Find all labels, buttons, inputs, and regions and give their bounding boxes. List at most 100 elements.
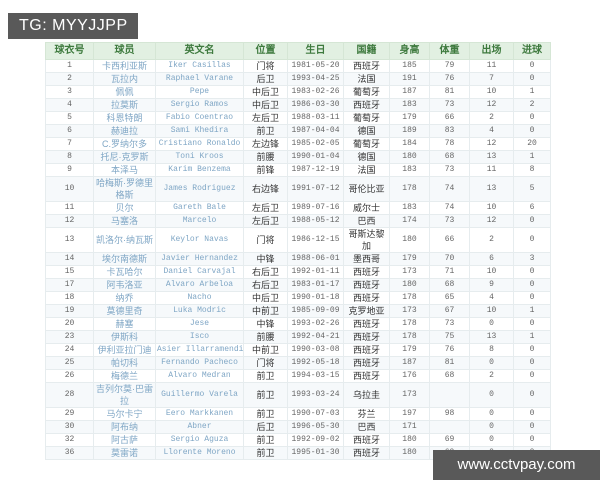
cell-player-name[interactable]: 梅德兰: [93, 369, 156, 383]
column-header-weight: 体重: [429, 42, 470, 60]
cell-goals: 0: [513, 343, 551, 357]
cell-nationality: 芬兰: [343, 407, 390, 421]
cell-player-name[interactable]: 佩佩: [93, 85, 156, 99]
cell-goals: 1: [513, 304, 551, 318]
column-header-position: 位置: [243, 42, 288, 60]
cell-english-name[interactable]: Nacho: [155, 291, 244, 305]
cell-player-name[interactable]: 凯洛尔·纳瓦斯: [93, 227, 156, 253]
cell-nationality: 西班牙: [343, 433, 390, 447]
player-row: 12 马塞洛 Marcelo 左后卫 1988-05-12 巴西 174 73 12 0: [45, 214, 551, 228]
cell-english-name[interactable]: Gareth Bale: [155, 201, 244, 215]
cell-english-name[interactable]: Sergio Ramos: [155, 98, 244, 112]
player-row: 28 吉列尔莫·巴雷拉 Guillermo Varela 前卫 1993-03-24 乌拉…: [45, 382, 551, 408]
cell-player-name[interactable]: 卡西利亚斯: [93, 59, 156, 73]
cell-appearances: 0: [469, 407, 514, 421]
cell-player-name[interactable]: 瓦拉内: [93, 72, 156, 86]
player-row: 23 伊斯科 Isco 前腰 1992-04-21 西班牙 178 75 13 1: [45, 330, 551, 344]
cell-english-name[interactable]: Keylor Navas: [155, 227, 244, 253]
cell-birthday: 1991-07-12: [287, 176, 344, 202]
cell-player-name[interactable]: 本泽马: [93, 163, 156, 177]
cell-english-name[interactable]: Eero Markkanen: [155, 407, 244, 421]
cell-position: 中锋: [243, 317, 288, 331]
cell-birthday: 1986-12-15: [287, 227, 344, 253]
cell-player-name[interactable]: C.罗纳尔多: [93, 137, 156, 151]
cell-player-name[interactable]: 阿布纳: [93, 420, 156, 434]
cell-player-name[interactable]: 埃尔南德斯: [93, 252, 156, 266]
player-row: 32 阿古萨 Sergio Aguza 前卫 1992-09-02 西班牙 180 69 0 0: [45, 433, 551, 447]
cell-english-name[interactable]: James Rodriguez: [155, 176, 244, 202]
cell-player-name[interactable]: 吉列尔莫·巴雷拉: [93, 382, 156, 408]
cell-height: 197: [389, 407, 430, 421]
cell-player-name[interactable]: 赫塞: [93, 317, 156, 331]
cell-english-name[interactable]: Guillermo Varela: [155, 382, 244, 408]
cell-weight: 73: [429, 214, 470, 228]
cell-jersey-number: 9: [45, 163, 94, 177]
cell-jersey-number: 4: [45, 98, 94, 112]
cell-goals: 0: [513, 369, 551, 383]
cell-appearances: 0: [469, 433, 514, 447]
cell-english-name[interactable]: Luka Modric: [155, 304, 244, 318]
cell-player-name[interactable]: 哈梅斯·罗德里格斯: [93, 176, 156, 202]
cell-player-name[interactable]: 贝尔: [93, 201, 156, 215]
cell-english-name[interactable]: Asier Illarramendi: [155, 343, 244, 357]
cell-english-name[interactable]: Isco: [155, 330, 244, 344]
cell-goals: 0: [513, 356, 551, 370]
cell-player-name[interactable]: 拉莫斯: [93, 98, 156, 112]
cell-english-name[interactable]: Sergio Aguza: [155, 433, 244, 447]
cell-player-name[interactable]: 马塞洛: [93, 214, 156, 228]
cell-player-name[interactable]: 卡瓦哈尔: [93, 265, 156, 279]
cell-english-name[interactable]: Llorente Moreno: [155, 446, 244, 460]
cell-height: 178: [389, 317, 430, 331]
cell-english-name[interactable]: Iker Casillas: [155, 59, 244, 73]
cell-english-name[interactable]: Sami Khedira: [155, 124, 244, 138]
cell-player-name[interactable]: 莫雷诺: [93, 446, 156, 460]
cell-english-name[interactable]: Cristiano Ronaldo: [155, 137, 244, 151]
cell-birthday: 1987-12-19: [287, 163, 344, 177]
cell-goals: 8: [513, 163, 551, 177]
cell-english-name[interactable]: Toni Kroos: [155, 150, 244, 164]
cell-birthday: 1993-02-26: [287, 317, 344, 331]
cell-english-name[interactable]: Fernando Pacheco: [155, 356, 244, 370]
cell-english-name[interactable]: Alvaro Arbeloa: [155, 278, 244, 292]
cell-player-name[interactable]: 纳乔: [93, 291, 156, 305]
cell-player-name[interactable]: 阿古萨: [93, 433, 156, 447]
cell-position: 前腰: [243, 150, 288, 164]
cell-position: 中后卫: [243, 85, 288, 99]
cell-player-name[interactable]: 莫德里奇: [93, 304, 156, 318]
cell-position: 门将: [243, 227, 288, 253]
cell-player-name[interactable]: 马尔卡宁: [93, 407, 156, 421]
cell-english-name[interactable]: Karim Benzema: [155, 163, 244, 177]
cell-english-name[interactable]: Javier Hernandez: [155, 252, 244, 266]
cell-nationality: 葡萄牙: [343, 137, 390, 151]
cell-player-name[interactable]: 阿韦洛亚: [93, 278, 156, 292]
player-row: 30 阿布纳 Abner 后卫 1996-05-30 巴西 171 0 0: [45, 420, 551, 434]
cell-weight: 76: [429, 72, 470, 86]
cell-english-name[interactable]: Fabio Coentrao: [155, 111, 244, 125]
cell-player-name[interactable]: 帕切科: [93, 356, 156, 370]
cell-english-name[interactable]: Abner: [155, 420, 244, 434]
column-header-english-name: 英文名: [155, 42, 244, 60]
cell-player-name[interactable]: 赫迪拉: [93, 124, 156, 138]
cell-position: 前卫: [243, 433, 288, 447]
cell-english-name[interactable]: Marcelo: [155, 214, 244, 228]
cell-english-name[interactable]: Alvaro Medran: [155, 369, 244, 383]
cell-player-name[interactable]: 伊利亚拉门迪: [93, 343, 156, 357]
cell-position: 中后卫: [243, 98, 288, 112]
cell-player-name[interactable]: 托尼·克罗斯: [93, 150, 156, 164]
cell-english-name[interactable]: Jese: [155, 317, 244, 331]
cell-english-name[interactable]: Raphael Varane: [155, 72, 244, 86]
cell-player-name[interactable]: 伊斯科: [93, 330, 156, 344]
cell-player-name[interactable]: 科恩特朗: [93, 111, 156, 125]
cell-english-name[interactable]: Pepe: [155, 85, 244, 99]
player-table-body: 1 卡西利亚斯 Iker Casillas 门将 1981-05-20 西班牙 185 79 1…: [45, 59, 551, 460]
cell-english-name[interactable]: Daniel Carvajal: [155, 265, 244, 279]
cell-goals: 6: [513, 201, 551, 215]
cell-birthday: 1990-01-04: [287, 150, 344, 164]
cell-weight: 69: [429, 433, 470, 447]
cell-weight: 76: [429, 343, 470, 357]
cell-jersey-number: 18: [45, 291, 94, 305]
cell-nationality: 西班牙: [343, 291, 390, 305]
table-header-row: 球衣号 球员 英文名 位置 生日 国籍 身高 体重 出场 进球: [45, 42, 551, 60]
cell-jersey-number: 12: [45, 214, 94, 228]
cell-appearances: 13: [469, 150, 514, 164]
